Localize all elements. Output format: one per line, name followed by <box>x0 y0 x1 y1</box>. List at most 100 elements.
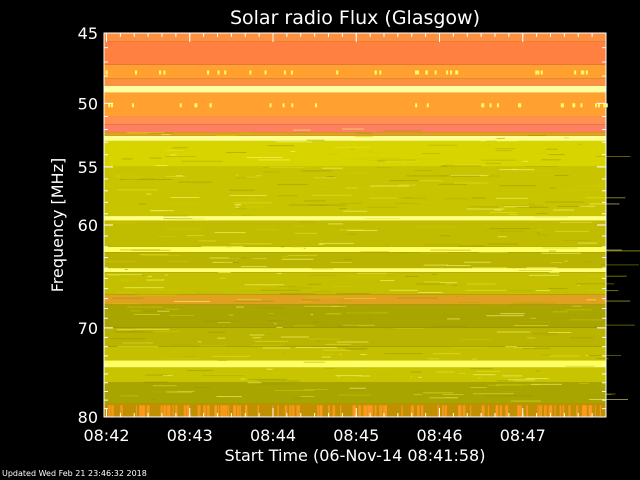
texture-streak <box>554 174 569 176</box>
texture-streak <box>303 247 306 249</box>
texture-streak <box>422 392 454 394</box>
texture-dot <box>209 103 212 108</box>
texture-streak <box>112 303 141 305</box>
spectrum-band <box>104 272 606 295</box>
texture-streak <box>411 158 442 160</box>
texture-burst <box>582 405 585 417</box>
texture-streak <box>548 331 572 333</box>
texture-streak <box>261 289 301 291</box>
texture-streak <box>281 258 314 260</box>
texture-streak <box>313 291 334 293</box>
texture-dot <box>580 70 583 75</box>
texture-dot <box>374 70 377 75</box>
texture-dot <box>496 103 499 108</box>
texture-streak <box>220 392 226 394</box>
texture-streak <box>554 311 567 313</box>
texture-streak <box>280 336 310 338</box>
texture-streak <box>474 246 511 248</box>
spectrum-band <box>104 216 606 221</box>
texture-streak <box>380 280 395 282</box>
texture-streak <box>348 391 366 393</box>
texture-dot <box>560 103 563 108</box>
texture-dot <box>605 103 608 108</box>
texture-dot <box>573 103 576 108</box>
texture-streak <box>242 308 275 310</box>
texture-streak <box>147 275 152 277</box>
spectrum-band <box>104 294 606 305</box>
texture-streak <box>355 136 373 138</box>
texture-streak <box>219 277 226 279</box>
texture-streak <box>472 374 496 376</box>
texture-streak <box>299 300 312 302</box>
texture-streak <box>180 160 223 162</box>
texture-streak <box>277 195 299 197</box>
texture-streak <box>347 233 357 235</box>
texture-streak <box>360 250 390 252</box>
texture-streak <box>553 209 575 211</box>
texture-streak <box>337 325 359 327</box>
texture-streak <box>578 185 604 187</box>
texture-streak <box>342 128 364 130</box>
spectrum-band <box>104 252 606 269</box>
texture-streak <box>130 310 141 312</box>
texture-streak <box>496 137 506 139</box>
texture-streak <box>534 216 568 218</box>
texture-streak <box>536 232 540 234</box>
texture-burst <box>554 405 556 417</box>
texture-streak <box>413 394 422 396</box>
texture-burst <box>146 405 149 417</box>
texture-streak <box>216 135 238 137</box>
texture-burst <box>284 405 288 417</box>
texture-burst <box>222 405 225 417</box>
texture-streak <box>146 193 152 195</box>
texture-streak <box>481 159 516 161</box>
texture-streak <box>240 266 268 268</box>
texture-streak <box>467 208 505 210</box>
texture-streak <box>523 160 529 162</box>
texture-streak <box>442 165 482 167</box>
texture-streak <box>439 235 451 237</box>
texture-streak <box>159 179 173 181</box>
texture-streak <box>321 167 343 169</box>
texture-streak <box>115 175 120 177</box>
texture-burst <box>277 405 279 417</box>
texture-burst <box>462 405 466 417</box>
texture-streak <box>446 265 471 267</box>
texture-streak <box>145 374 168 376</box>
texture-streak <box>172 147 188 149</box>
spectrum-band <box>104 92 606 117</box>
texture-streak <box>311 194 352 196</box>
texture-dot <box>481 103 484 108</box>
texture-streak <box>301 299 321 301</box>
spectrum-band <box>104 124 606 133</box>
x-tick-label: 08:42 <box>83 426 129 445</box>
texture-streak <box>401 255 405 257</box>
updated-timestamp: Updated Wed Feb 21 23:46:32 2018 <box>2 469 147 478</box>
texture-streak <box>165 156 197 158</box>
texture-burst <box>340 405 342 417</box>
texture-streak <box>241 214 255 216</box>
y-tick-label: 50 <box>78 94 98 113</box>
texture-burst <box>482 405 485 417</box>
texture-streak <box>187 370 214 372</box>
texture-dot <box>535 70 538 75</box>
texture-streak <box>596 300 631 302</box>
spectrum-texture <box>104 70 640 417</box>
texture-streak <box>415 283 446 285</box>
texture-streak <box>212 355 251 357</box>
texture-streak <box>440 282 458 284</box>
texture-streak <box>294 232 317 234</box>
texture-streak <box>518 322 553 324</box>
texture-streak <box>326 176 335 178</box>
texture-streak <box>450 346 488 348</box>
texture-streak <box>411 371 422 373</box>
texture-burst <box>108 405 111 417</box>
texture-streak <box>234 300 274 302</box>
texture-streak <box>326 313 341 315</box>
texture-streak <box>311 268 334 270</box>
texture-streak <box>432 353 461 355</box>
texture-streak <box>303 361 325 363</box>
texture-streak <box>282 345 312 347</box>
texture-streak <box>321 356 332 358</box>
y-tick-label: 70 <box>78 319 98 338</box>
